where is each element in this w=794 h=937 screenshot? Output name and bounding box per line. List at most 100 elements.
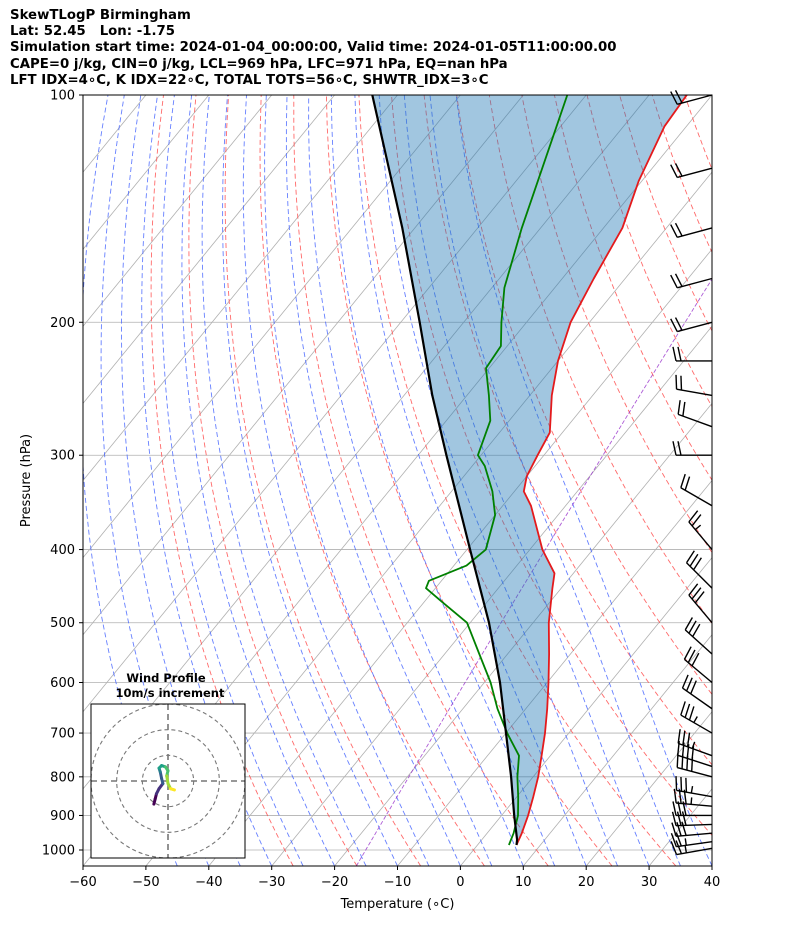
isotherm-line [83,95,587,713]
dry-adiabat [684,95,712,171]
wind-barb [671,811,713,827]
wind-barb [671,821,713,838]
x-axis-label: Temperature (∘C) [340,897,455,912]
dewpoint-profile [425,95,569,846]
skewt-axes: −60 −50 −40 −30 −20 −10 0 10 20 30 40 1000 900 800 700… [42,89,720,891]
moist-adiabat [181,95,336,866]
hodograph-rings [91,704,245,858]
isotherm-line [648,788,712,866]
moist-adiabat [308,95,524,866]
wind-barb [683,646,713,684]
dry-adiabat [619,95,712,332]
moist-adiabat [242,95,430,866]
moist-adiabat [161,95,304,866]
moist-adiabat [455,95,712,866]
hodograph-title: Wind Profile [126,671,206,685]
x-tick-label: −40 [195,875,222,890]
wind-barb [672,441,712,456]
wind-barb [670,840,713,856]
x-tick-label: −50 [132,875,159,890]
hodograph-segment [169,787,176,792]
dry-adiabat [325,95,613,866]
mixing-ratio-line [355,278,712,866]
wind-barb [672,346,712,362]
isotherm-line [83,95,335,405]
isotherm-line [83,95,398,482]
isotherm-line [83,95,273,327]
isotherm-line [145,171,712,866]
x-tick-label: 0 [456,875,464,890]
y-tick-label: 800 [50,770,75,785]
skewt-background-lines [83,95,794,866]
moist-adiabat [141,95,273,866]
moist-adiabat [429,95,681,866]
x-tick-label: −20 [321,875,348,890]
moist-adiabat [378,95,619,866]
location-line: Lat: 52.45 Lon: -1.75 [10,24,176,40]
dry-adiabat [521,95,712,554]
isotherm-line [271,325,712,866]
wind-barb [670,273,713,289]
isotherm-line [460,556,712,866]
moist-adiabat [403,95,650,866]
wind-barb [680,473,713,507]
hodograph-frame [90,703,246,859]
temperature-profile [515,95,688,846]
chart-header: SkewTLogP Birmingham Lat: 52.45 Lon: -1.… [10,8,617,89]
y-tick-label: 200 [50,316,75,331]
isotherm-line [83,95,524,636]
y-tick-label: 600 [50,676,75,691]
y-tick-label: 1000 [42,844,75,859]
wind-barb [677,729,713,757]
parcel-profile [371,95,519,846]
y-tick-label: 100 [50,89,75,104]
dry-adiabat [651,95,712,254]
wind-barb [670,832,713,848]
wind-barb [680,701,713,734]
wind-barb [670,89,713,105]
y-tick-label: 900 [50,809,75,824]
wind-barb [670,317,713,333]
y-tick-label: 700 [50,727,75,742]
y-tick-label: 400 [50,543,75,558]
wind-barb [675,776,713,798]
wind-barb [673,788,713,807]
stability-indices-line: LFT IDX=4∘C, K IDX=22∘C, TOTAL TOTS=56∘C… [10,72,489,88]
moist-adiabat [222,95,398,866]
moist-adiabat [264,95,461,866]
x-tick-label: 20 [578,875,595,890]
y-tick-label: 500 [50,616,75,631]
x-tick-label: −60 [69,875,96,890]
wind-barb [670,163,713,179]
wind-barb [670,222,713,238]
moist-adiabat [330,95,556,866]
wind-barb [685,550,713,589]
dry-adiabat [783,95,794,866]
dry-adiabat [293,95,549,866]
dry-adiabat [717,95,794,866]
moist-adiabat [354,95,587,866]
hodograph-subtitle: 10m/s increment [116,686,225,700]
isotherm-line [711,865,712,866]
isotherm-line [397,479,712,866]
y-axis-label: Pressure (hPa) [19,434,34,527]
x-tick-label: 30 [641,875,658,890]
convective-params-line: CAPE=0 j/kg, CIN=0 j/kg, LCL=969 hPa, LF… [10,56,508,72]
x-tick-label: −10 [384,875,411,890]
x-tick-label: 10 [515,875,532,890]
isotherm-line [208,248,712,866]
dry-adiabat [750,95,794,866]
chart-title: SkewTLogP Birmingham [10,8,191,23]
isotherm-line [585,711,712,866]
dry-adiabat [488,95,712,625]
dry-adiabat [423,95,712,766]
sounding-profiles [371,95,688,846]
isotherm-line [83,95,210,250]
isotherm-line [522,634,712,866]
hodograph-trace [152,764,176,806]
hodograph-inset: Wind Profile 10m/s increment [90,671,246,859]
wind-barbs [670,89,713,856]
wind-barb [684,617,713,655]
isotherm-line [83,95,84,96]
